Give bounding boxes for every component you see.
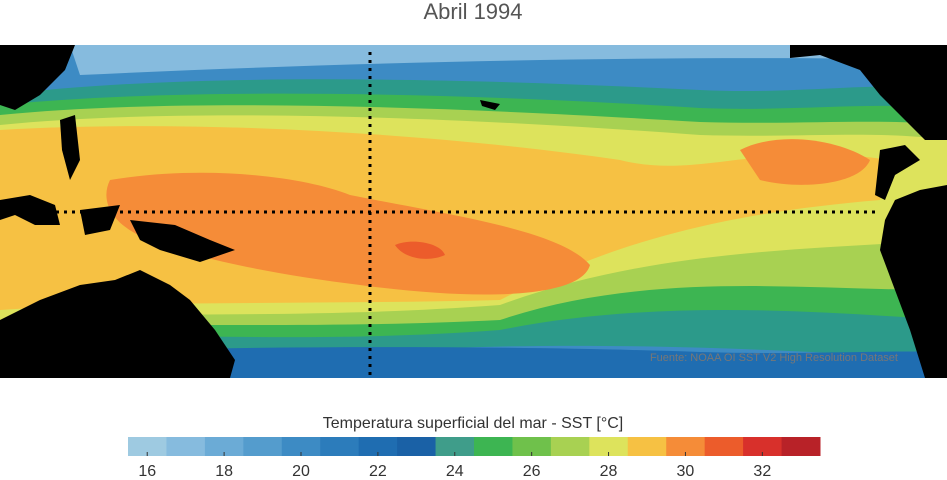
colorbar-bin: [281, 437, 321, 456]
land: [0, 45, 947, 378]
colorbar-bin: [704, 437, 744, 456]
tick-label: 32: [753, 463, 771, 480]
colorbar-bin: [781, 437, 821, 456]
tick-label: 18: [215, 463, 233, 480]
colorbar-bin: [397, 437, 437, 456]
colorbar-bin: [204, 437, 244, 456]
colorbar: 16 18 20 22 24 26 28 30 32: [128, 437, 821, 480]
tick-label: 22: [369, 463, 387, 480]
source: Fuente: NOAA OI SST V2 High Resolution D…: [650, 352, 898, 364]
colorbar-bin: [512, 437, 552, 456]
colorbar-bin: [166, 437, 206, 456]
band: [395, 241, 445, 259]
colorbar-label: Temperatura superficial del mar - SST [°…: [323, 415, 623, 432]
tick-label: 24: [446, 463, 464, 480]
tick-label: 20: [292, 463, 310, 480]
sst-map: Fuente: NOAA OI SST V2 High Resolution D…: [0, 45, 947, 378]
tick-label: 28: [600, 463, 618, 480]
colorbar-bin: [243, 437, 283, 456]
colorbar-bin: [666, 437, 706, 456]
colorbar-bin: [474, 437, 513, 456]
colorbar-bin: [743, 437, 783, 456]
band: [0, 347, 947, 378]
colorbar-bin: [128, 437, 167, 456]
colorbar-bin: [627, 437, 667, 456]
colorbar-bin: [550, 437, 590, 456]
title: Abril 1994: [423, 0, 522, 24]
colorbar-bin: [320, 437, 360, 456]
tick-label: 26: [523, 463, 541, 480]
band: [106, 172, 591, 295]
colorbar-bin: [358, 437, 398, 456]
colorbar-bin: [589, 437, 629, 456]
tick-label: 16: [138, 463, 156, 480]
tick-label: 30: [677, 463, 695, 480]
colorbar-bin: [435, 437, 475, 456]
band: [70, 45, 947, 75]
band: [740, 139, 870, 185]
